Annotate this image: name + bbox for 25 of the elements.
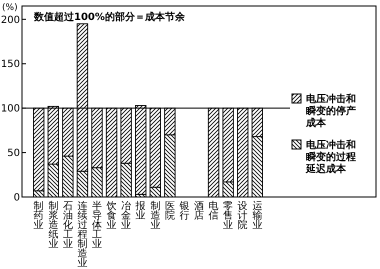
y-axis-title: (%) — [2, 3, 18, 13]
x-tick-label: 电信 — [208, 200, 219, 222]
legend-label: 电压冲击和瞬变的停产成本 — [305, 93, 356, 129]
y-tick-label: 50 — [7, 148, 20, 160]
x-tick-label: 零售业 — [223, 201, 234, 231]
x-tick-label: 酒店 — [194, 200, 204, 222]
x-tick-label: 医院 — [164, 201, 175, 222]
x-tick-label: 银行 — [178, 201, 190, 222]
x-tick-label: 石油化工业 — [62, 201, 73, 250]
y-tick-label: 200 — [0, 14, 20, 26]
legend-label: 电压冲击和瞬变的过程延迟成本 — [305, 139, 356, 175]
x-tick-label: 运输业 — [252, 200, 262, 231]
x-tick-label: 制造业 — [150, 200, 160, 231]
x-tick-label: 连续过程制造业 — [77, 200, 88, 269]
x-tick-label: 制药业 — [34, 200, 44, 231]
x-tick-label: 设计院 — [238, 200, 248, 231]
x-tick-label: 报业 — [134, 200, 146, 222]
x-tick-label: 饮食业 — [106, 201, 117, 231]
x-tick-label: 制浆造纸业 — [48, 200, 58, 250]
x-tick-label: 半导体工业 — [92, 200, 102, 250]
x-tick-label: 冶金业 — [121, 200, 132, 231]
y-tick-label: 150 — [0, 59, 20, 70]
y-tick-label: 100 — [0, 104, 20, 115]
y-tick-label: 0 — [14, 192, 20, 204]
annotation: 数值超过100%的部分＝成本节余 — [33, 11, 186, 23]
